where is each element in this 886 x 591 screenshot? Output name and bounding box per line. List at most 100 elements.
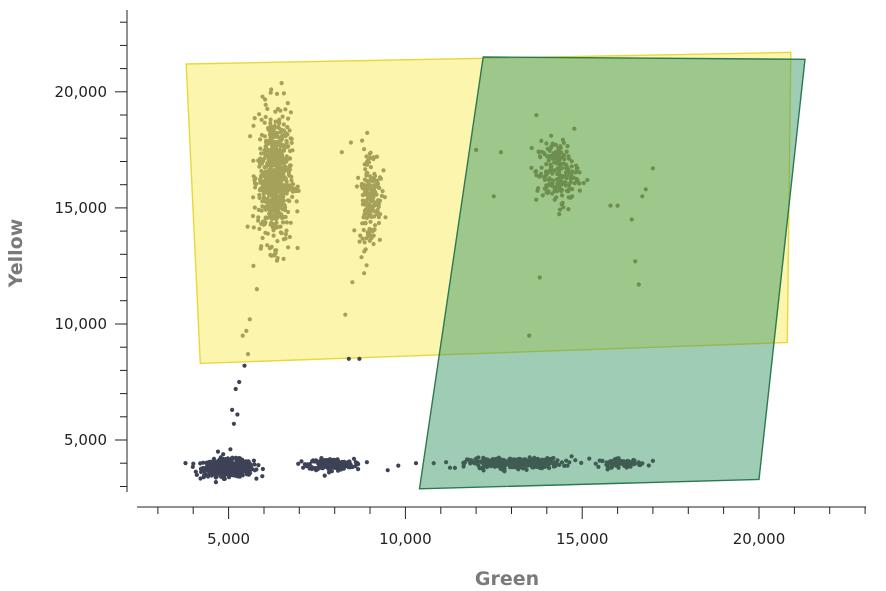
scatter-point xyxy=(315,466,320,472)
scatter-point xyxy=(295,184,300,189)
scatter-point xyxy=(258,180,263,185)
ticks-layer: 5,000 10,000 15,000 20,000 5,000 10,000 15,000… xyxy=(55,21,866,548)
scatter-point xyxy=(370,205,375,210)
scatter-point xyxy=(269,155,274,161)
scatter-point xyxy=(366,232,371,237)
scatter-point xyxy=(257,195,262,200)
scatter-point xyxy=(557,212,562,217)
scatter-point xyxy=(362,162,367,167)
scatter-point xyxy=(280,156,285,161)
scatter-point xyxy=(245,352,251,357)
scatter-point xyxy=(254,467,259,472)
scatter-point xyxy=(495,461,500,466)
scatter-point xyxy=(364,154,369,159)
scatter-point xyxy=(271,228,276,233)
scatter-point xyxy=(262,120,267,125)
scatter-point xyxy=(524,458,529,463)
scatter-point xyxy=(245,224,250,229)
scatter-point xyxy=(539,165,544,170)
scatter-point xyxy=(240,333,245,338)
scatter-point xyxy=(248,464,253,469)
scatter-point xyxy=(614,459,620,464)
scatter-point xyxy=(374,192,379,197)
scatter-point xyxy=(559,193,565,198)
scatter-point xyxy=(633,259,638,264)
scatter-point xyxy=(577,170,582,175)
scatter-point xyxy=(607,460,612,465)
scatter-point xyxy=(608,203,613,208)
gate-2 xyxy=(418,56,806,490)
scatter-point xyxy=(320,466,325,471)
scatter-point xyxy=(537,174,542,179)
scatter-point xyxy=(263,102,268,107)
scatter-point xyxy=(600,458,605,463)
scatter-point xyxy=(640,461,645,466)
scatter-point xyxy=(573,458,578,463)
scatter-point xyxy=(539,457,545,462)
scatter-point xyxy=(539,149,544,154)
scatter-point xyxy=(271,233,276,238)
scatter-point xyxy=(233,455,238,460)
scatter-point xyxy=(367,238,372,243)
scatter-point xyxy=(281,171,286,176)
scatter-point xyxy=(515,462,520,467)
scatter-point xyxy=(629,217,634,222)
scatter-point xyxy=(548,457,553,462)
scatter-point xyxy=(230,468,235,473)
points-layer xyxy=(183,81,656,485)
scatter-point xyxy=(251,263,256,268)
scatter-point xyxy=(366,160,372,165)
scatter-point xyxy=(274,91,280,96)
scatter-point xyxy=(235,412,240,417)
scatter-point xyxy=(289,140,294,145)
scatter-point xyxy=(273,109,278,114)
scatter-point xyxy=(464,457,470,462)
scatter-point xyxy=(203,468,208,473)
scatter-point xyxy=(579,460,584,465)
scatter-point xyxy=(527,333,532,338)
scatter-point xyxy=(278,129,283,135)
scatter-point xyxy=(284,178,289,183)
scatter-point xyxy=(564,149,569,154)
gates-layer xyxy=(185,51,806,490)
scatter-point xyxy=(267,193,273,198)
scatter-point xyxy=(538,465,544,470)
scatter-point xyxy=(282,164,287,169)
scatter-point xyxy=(266,127,271,132)
scatter-point xyxy=(301,465,306,470)
scatter-point xyxy=(367,151,372,156)
scatter-point xyxy=(283,107,288,112)
scatter-point xyxy=(270,132,275,137)
scatter-point xyxy=(550,178,555,183)
scatter-point xyxy=(378,176,383,181)
scatter-point xyxy=(258,146,263,151)
scatter-point xyxy=(542,152,547,157)
scatter-point xyxy=(273,119,278,124)
scatter-point xyxy=(362,192,367,197)
scatter-point xyxy=(361,227,366,233)
scatter-point xyxy=(539,138,544,143)
scatter-point xyxy=(252,116,257,121)
scatter-point xyxy=(553,464,558,469)
scatter-point xyxy=(570,194,575,199)
scatter-point xyxy=(534,113,539,118)
scatter-point xyxy=(281,122,286,127)
scatter-point xyxy=(556,151,561,156)
scatter-point xyxy=(322,473,327,478)
y-axis-title: Yellow xyxy=(5,219,27,289)
scatter-point xyxy=(362,240,367,245)
scatter-point xyxy=(547,176,552,181)
scatter-point xyxy=(383,215,388,220)
scatter-point xyxy=(431,461,436,466)
scatter-point xyxy=(545,146,550,151)
scatter-point xyxy=(533,460,538,465)
scatter-point xyxy=(238,473,243,478)
scatter-point xyxy=(288,136,293,141)
scatter-point xyxy=(596,464,601,469)
scatter-point xyxy=(376,215,381,220)
scatter-point xyxy=(544,141,549,146)
scatter-point xyxy=(356,175,361,180)
scatter-point xyxy=(257,112,262,117)
